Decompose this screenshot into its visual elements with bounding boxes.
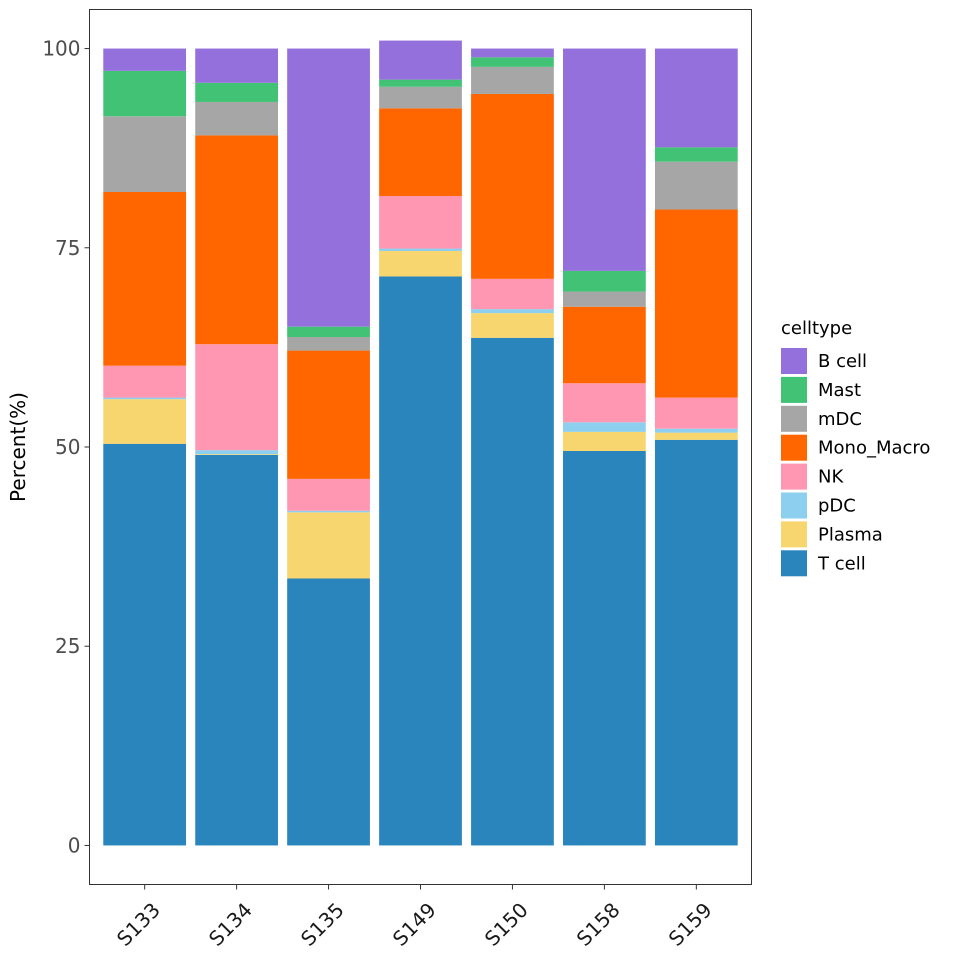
legend-key-t-cell	[781, 550, 807, 577]
legend-key-mast	[781, 376, 807, 403]
bar-segment-s150-mdc	[471, 66, 554, 94]
legend-key-b-cell	[781, 348, 807, 374]
legend-key-nk	[781, 463, 807, 490]
bar-segment-s149-mono-macro	[379, 108, 462, 196]
bar-segment-s158-mono-macro	[563, 306, 646, 384]
bar-segment-s159-mono-macro	[654, 209, 738, 398]
y-tick-label: 0	[68, 833, 81, 857]
bar-segment-s159-plasma	[654, 432, 738, 440]
bar-segment-s159-nk	[654, 397, 738, 429]
legend-label: B cell	[818, 351, 867, 372]
bar-segment-s149-mdc	[379, 86, 462, 109]
bar-segment-s134-b-cell	[195, 48, 278, 83]
x-tick-label: S134	[204, 898, 257, 951]
y-axis: 0 25 50 75 100	[42, 37, 90, 857]
bar-segment-s159-t-cell	[654, 439, 738, 846]
x-tick-label: S158	[572, 898, 625, 951]
bar-segment-s134-nk	[195, 344, 278, 451]
bar-segment-s135-pdc	[287, 510, 370, 513]
bar-segment-s150-nk	[471, 278, 554, 310]
bar-segment-s158-mast	[563, 270, 646, 292]
y-tick-label: 75	[55, 236, 80, 260]
bar-segment-s158-b-cell	[563, 48, 646, 271]
bar-segment-s135-b-cell	[287, 48, 370, 327]
bar-segment-s149-t-cell	[379, 276, 462, 846]
bar-segment-s133-nk	[103, 365, 187, 398]
bar-segment-s159-pdc	[654, 428, 738, 433]
legend-key-pdc	[781, 492, 807, 519]
legend: celltype B cell Mast mDC Mono_Macro NK pDC Pla…	[781, 318, 930, 577]
bar-segment-s135-plasma	[287, 512, 370, 579]
bar-segment-s150-t-cell	[471, 337, 554, 846]
bar-segment-s135-t-cell	[287, 578, 370, 846]
x-tick-label: S150	[480, 898, 533, 951]
bar-segment-s134-t-cell	[195, 454, 278, 846]
legend-key-mdc	[781, 405, 807, 432]
y-tick-label: 25	[55, 634, 80, 658]
legend-label: mDC	[818, 409, 862, 430]
bar-segment-s150-mono-macro	[471, 93, 554, 279]
legend-label: Mono_Macro	[818, 438, 930, 459]
bar-segment-s133-b-cell	[103, 48, 187, 71]
legend-key-mono-macro	[781, 434, 807, 461]
bar-segment-s158-mdc	[563, 291, 646, 307]
bar-segment-s133-mono-macro	[103, 191, 187, 366]
bar-segment-s134-plasma	[195, 454, 278, 455]
bar-segment-s158-pdc	[563, 422, 646, 432]
legend-label: Mast	[818, 380, 861, 401]
legend-label: NK	[818, 467, 844, 488]
bar-segment-s135-nk	[287, 478, 370, 511]
bar-segment-s159-b-cell	[654, 48, 738, 148]
legend-title: celltype	[781, 318, 852, 339]
bar-segment-s150-mast	[471, 57, 554, 67]
bar-segment-s134-mast	[195, 82, 278, 102]
bar-segment-s133-mdc	[103, 116, 187, 192]
bar-segment-s133-pdc	[103, 397, 187, 400]
bar-segment-s134-mono-macro	[195, 135, 278, 345]
bar-segment-s135-mono-macro	[287, 350, 370, 479]
x-tick-label: S135	[296, 898, 349, 951]
x-tick-label: S149	[388, 898, 441, 951]
bar-segment-s150-plasma	[471, 313, 554, 338]
x-tick-label: S159	[664, 898, 717, 951]
bar-segment-s149-mast	[379, 79, 462, 87]
bar-segment-s134-pdc	[195, 450, 278, 455]
y-axis-title: Percent(%)	[6, 392, 30, 502]
bar-segment-s135-mdc	[287, 337, 370, 351]
legend-label: pDC	[818, 496, 856, 517]
x-axis: S133 S134 S135 S149 S150 S158 S159	[112, 884, 717, 951]
bar-segment-s135-mast	[287, 326, 370, 338]
bar-segment-s149-nk	[379, 195, 462, 249]
legend-label: T cell	[817, 553, 866, 574]
bar-segment-s158-nk	[563, 383, 646, 423]
bar-segment-s159-mast	[654, 147, 738, 162]
bar-segment-s149-plasma	[379, 250, 462, 277]
bar-segment-s133-plasma	[103, 399, 187, 444]
bar-segment-s158-plasma	[563, 431, 646, 451]
y-tick-label: 100	[42, 37, 80, 61]
bar-segment-s159-mdc	[654, 161, 738, 210]
legend-label: Plasma	[818, 524, 883, 545]
bar-segment-s149-b-cell	[379, 40, 462, 80]
bar-segment-s133-mast	[103, 70, 187, 117]
bar-segment-s158-t-cell	[563, 450, 646, 846]
x-tick-label: S133	[112, 898, 165, 951]
bars-group	[103, 40, 738, 846]
legend-key-plasma	[781, 521, 807, 548]
bar-segment-s150-pdc	[471, 309, 554, 314]
bar-segment-s149-pdc	[379, 248, 462, 251]
bar-segment-s133-t-cell	[103, 443, 187, 846]
y-tick-label: 50	[55, 435, 80, 459]
bar-segment-s150-b-cell	[471, 48, 554, 58]
bar-segment-s134-mdc	[195, 101, 278, 136]
